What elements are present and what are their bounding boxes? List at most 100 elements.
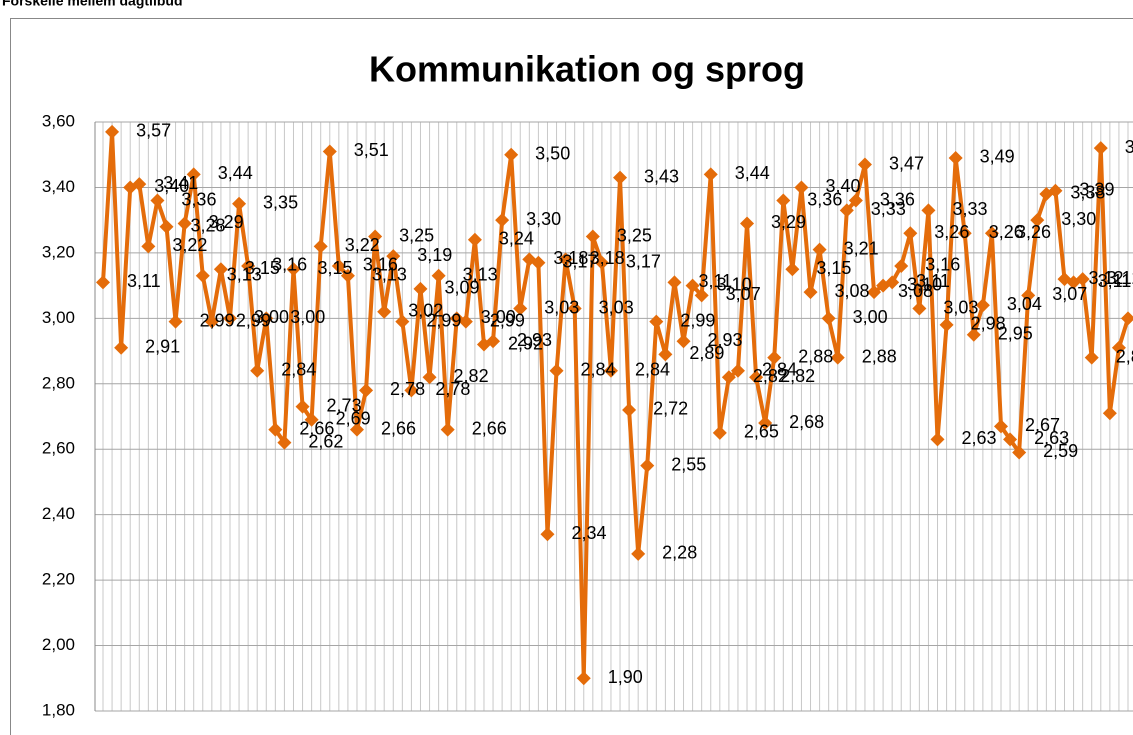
data-point <box>440 422 455 437</box>
data-point <box>576 671 591 686</box>
data-point <box>776 193 791 208</box>
data-label: 3,03 <box>599 297 634 317</box>
data-label: 3,28 <box>190 215 225 235</box>
data-label: 3,52 <box>1125 137 1133 157</box>
data-label: 3,07 <box>726 284 761 304</box>
data-label: 3,43 <box>644 166 679 186</box>
data-point <box>413 281 428 296</box>
data-point <box>667 275 682 290</box>
data-label: 3,33 <box>952 199 987 219</box>
data-point <box>304 412 319 427</box>
y-tick-label: 1,80 <box>42 700 75 719</box>
data-label: 3,11 <box>916 271 950 291</box>
data-label: 3,26 <box>1016 222 1051 242</box>
data-point <box>504 147 519 162</box>
data-point <box>703 167 718 182</box>
data-point <box>241 258 256 273</box>
data-point <box>331 258 346 273</box>
data-point <box>222 311 237 326</box>
data-point <box>1012 445 1027 460</box>
data-label: 2,68 <box>789 412 824 432</box>
y-tick-label: 2,20 <box>42 570 75 589</box>
data-point <box>159 219 174 234</box>
data-point <box>794 180 809 195</box>
data-point <box>966 327 981 342</box>
data-point <box>640 458 655 473</box>
data-label: 3,11 <box>1098 271 1132 291</box>
data-label: 3,13 <box>227 265 262 285</box>
data-label: 2,34 <box>571 523 606 543</box>
data-label: 2,62 <box>308 431 343 451</box>
data-label: 3,16 <box>925 255 960 275</box>
data-point <box>903 226 918 241</box>
data-point <box>259 311 274 326</box>
data-point <box>758 416 773 431</box>
data-line <box>101 129 1130 681</box>
data-point <box>867 285 882 300</box>
data-point <box>377 304 392 319</box>
data-label: 3,29 <box>209 212 244 232</box>
data-point <box>232 196 247 211</box>
data-point <box>458 314 473 329</box>
data-label: 3,36 <box>181 189 216 209</box>
data-point <box>649 314 664 329</box>
data-label: 2,88 <box>1116 346 1133 366</box>
data-point <box>368 229 383 244</box>
data-label: 3,25 <box>399 225 434 245</box>
data-point <box>821 311 836 326</box>
data-point <box>1111 340 1126 355</box>
data-label: 3,15 <box>317 258 352 278</box>
y-tick-label: 3,20 <box>42 242 75 261</box>
data-label: 3,24 <box>499 229 534 249</box>
data-label: 3,36 <box>880 189 915 209</box>
data-label: 3,18 <box>553 248 588 268</box>
data-label: 3,13 <box>463 265 498 285</box>
data-point <box>96 275 110 290</box>
data-label: 3,50 <box>535 143 570 163</box>
data-point <box>567 301 582 316</box>
chart-title: Kommunikation og sprog <box>369 49 805 90</box>
data-label: 3,11 <box>127 271 161 291</box>
data-label: 2,69 <box>336 409 371 429</box>
data-label: 3,18 <box>590 248 625 268</box>
data-point <box>558 252 573 267</box>
data-point <box>340 268 355 283</box>
data-point <box>295 399 310 414</box>
data-label: 2,89 <box>689 343 724 363</box>
data-point <box>1084 350 1099 365</box>
data-point <box>513 301 528 316</box>
data-label: 2,72 <box>653 399 688 419</box>
data-point <box>250 363 265 378</box>
data-point <box>486 334 501 349</box>
data-label: 2,88 <box>798 346 833 366</box>
data-label: 2,59 <box>1043 441 1078 461</box>
data-point <box>767 350 782 365</box>
data-label: 3,00 <box>853 307 888 327</box>
data-label: 3,08 <box>835 281 870 301</box>
data-point <box>585 229 600 244</box>
data-point <box>894 258 909 273</box>
y-tick-label: 2,80 <box>42 373 75 392</box>
data-label: 3,17 <box>626 251 661 271</box>
data-point <box>313 239 328 254</box>
y-tick-label: 3,00 <box>42 308 75 327</box>
data-label: 3,22 <box>345 235 380 255</box>
data-point <box>594 255 609 270</box>
data-label: 2,82 <box>780 366 815 386</box>
data-label: 3,30 <box>526 209 561 229</box>
data-label: 2,84 <box>281 359 316 379</box>
data-label: 2,82 <box>454 366 489 386</box>
data-label: 3,35 <box>263 193 298 213</box>
data-label: 3,49 <box>980 147 1015 167</box>
data-point <box>404 383 419 398</box>
data-label: 3,41 <box>163 173 198 193</box>
data-label: 3,16 <box>363 255 398 275</box>
data-label: 3,03 <box>544 297 579 317</box>
data-label: 3,40 <box>154 176 189 196</box>
data-point <box>395 314 410 329</box>
data-label: 2,99 <box>426 310 461 330</box>
data-label: 2,99 <box>490 310 525 330</box>
data-label: 2,88 <box>862 346 897 366</box>
y-tick-label: 2,00 <box>42 635 75 654</box>
